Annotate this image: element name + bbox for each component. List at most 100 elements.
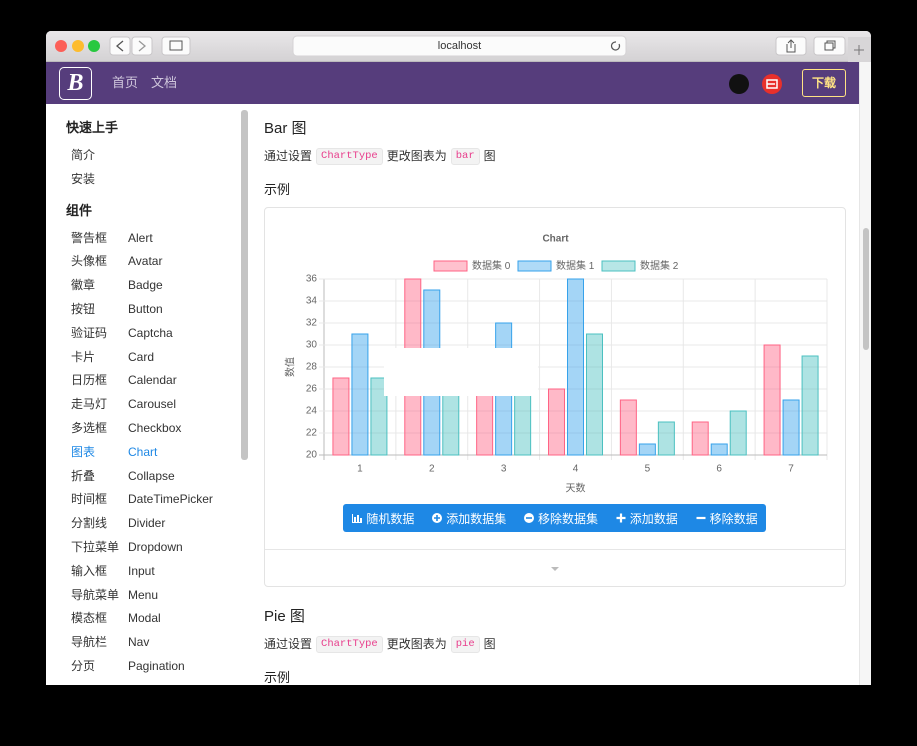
download-button[interactable]: 下载 bbox=[802, 69, 846, 97]
legend-swatch bbox=[433, 260, 468, 272]
y-tick-label: 28 bbox=[306, 362, 318, 373]
sidebar-item[interactable]: 徽章 bbox=[71, 278, 96, 293]
button-label: 随机数据 bbox=[366, 511, 415, 526]
sidebar-item-name[interactable]: Divider bbox=[128, 516, 166, 531]
sidebar-item[interactable]: 验证码 bbox=[71, 325, 108, 340]
sidebar-item[interactable]: 简介 bbox=[71, 148, 96, 162]
bar bbox=[370, 377, 388, 456]
y-tick-label: 30 bbox=[306, 340, 318, 351]
sidebar-item-name[interactable]: DateTimePicker bbox=[128, 492, 213, 507]
sidebar-item-name[interactable]: Button bbox=[128, 302, 163, 316]
sidebar-item[interactable]: 按钮 bbox=[71, 302, 96, 316]
back-button[interactable] bbox=[109, 36, 131, 56]
legend-swatch bbox=[517, 260, 552, 272]
sidebar-item[interactable]: 导航菜单 bbox=[71, 587, 120, 602]
chart-button[interactable]: 添加数据 bbox=[615, 510, 678, 527]
sidebar-item-name[interactable]: Card bbox=[128, 349, 155, 364]
sidebar-item[interactable]: 折叠 bbox=[71, 468, 96, 483]
description-text: 通过设置 bbox=[264, 149, 313, 163]
sidebar-heading: 快速上手 bbox=[66, 120, 119, 135]
sidebar-item-name[interactable]: Captcha bbox=[128, 325, 173, 340]
forward-button[interactable] bbox=[131, 36, 153, 56]
bar bbox=[567, 278, 584, 456]
sidebar-item[interactable]: 警告框 bbox=[71, 230, 108, 245]
sidebar-item[interactable]: 日历框 bbox=[71, 373, 108, 388]
sidebar-button[interactable] bbox=[161, 36, 191, 56]
sidebar-item[interactable]: 卡片 bbox=[71, 349, 96, 364]
title-bar: localhost bbox=[46, 31, 871, 62]
nav-link[interactable]: 首页 bbox=[112, 75, 139, 90]
description-text: 通过设置 bbox=[264, 637, 313, 651]
sidebar-scroll-thumb[interactable] bbox=[241, 110, 248, 460]
sidebar-item-name[interactable]: Alert bbox=[128, 230, 153, 245]
bar bbox=[729, 410, 747, 456]
sidebar-item-name[interactable]: Nav bbox=[128, 635, 150, 650]
description-text: 更改图表为 bbox=[386, 149, 447, 163]
sidebar-item-name[interactable]: Badge bbox=[128, 278, 163, 293]
y-tick-label: 22 bbox=[306, 428, 318, 439]
close-button[interactable] bbox=[55, 40, 67, 52]
sidebar-item[interactable]: 导航栏 bbox=[71, 635, 108, 650]
y-tick-label: 34 bbox=[306, 296, 318, 307]
button-icon bbox=[352, 514, 363, 523]
legend-label: 数据集 1 bbox=[556, 259, 595, 272]
scroll-thumb[interactable] bbox=[863, 228, 869, 350]
logo[interactable]: B bbox=[59, 67, 92, 100]
sidebar-item[interactable]: 模态框 bbox=[71, 611, 108, 626]
github-icon[interactable] bbox=[729, 74, 749, 94]
sidebar-item[interactable]: 安装 bbox=[71, 171, 96, 186]
window-controls bbox=[55, 35, 871, 62]
sidebar-item[interactable]: 图表 bbox=[71, 444, 96, 459]
minimize-button[interactable] bbox=[72, 40, 84, 52]
sidebar-item-name[interactable]: Calendar bbox=[128, 373, 177, 388]
bar bbox=[691, 421, 709, 456]
chart-button[interactable]: 移除数据集 bbox=[523, 510, 598, 527]
y-tick-label: 32 bbox=[306, 318, 318, 329]
sidebar-item-name[interactable]: Menu bbox=[128, 587, 159, 602]
inline-code: ChartType bbox=[316, 147, 383, 165]
nav-link[interactable]: 文档 bbox=[151, 75, 178, 90]
sidebar-item[interactable]: 走马灯 bbox=[71, 397, 108, 412]
sidebar-item[interactable]: 输入框 bbox=[71, 563, 108, 578]
sidebar-item-name[interactable]: Modal bbox=[128, 611, 161, 626]
tabs-button[interactable] bbox=[813, 36, 846, 56]
zoom-button[interactable] bbox=[88, 40, 100, 52]
inline-code: bar bbox=[450, 147, 480, 165]
button-label: 添加数据 bbox=[629, 511, 678, 526]
sidebar-item-name[interactable]: Pagination bbox=[128, 659, 185, 673]
page-scrollbar bbox=[859, 62, 871, 685]
legend-swatch bbox=[601, 260, 636, 272]
navbar: B 下载 首页 文档 bbox=[46, 62, 859, 104]
example-heading: 示例 bbox=[264, 182, 291, 197]
bar bbox=[657, 421, 675, 456]
bar bbox=[710, 443, 728, 456]
description-text: 更改图表为 bbox=[386, 637, 447, 651]
sidebar-item[interactable]: 时间框 bbox=[71, 492, 108, 507]
section-title: Pie 图 bbox=[264, 608, 305, 625]
x-tick-label: 5 bbox=[645, 464, 651, 475]
bar bbox=[782, 399, 800, 456]
expand-caret[interactable] bbox=[551, 567, 561, 573]
description-text: 图 bbox=[483, 637, 496, 651]
inline-code: pie bbox=[450, 635, 480, 653]
sidebar-item[interactable]: 分割线 bbox=[71, 516, 108, 531]
sidebar-item-name[interactable]: Collapse bbox=[128, 468, 175, 483]
sidebar-item-name[interactable]: Checkbox bbox=[128, 421, 182, 435]
bar bbox=[638, 443, 656, 456]
sidebar-item[interactable]: 头像框 bbox=[71, 254, 108, 269]
chart-button[interactable]: 移除数据 bbox=[695, 510, 758, 527]
sidebar-item[interactable]: 多选框 bbox=[71, 421, 108, 435]
card-divider bbox=[265, 549, 845, 550]
sidebar-item-name[interactable]: Dropdown bbox=[128, 540, 183, 554]
sidebar-item-name[interactable]: Chart bbox=[128, 444, 158, 459]
sidebar-item[interactable]: 分页 bbox=[71, 659, 96, 673]
sidebar-item-name[interactable]: Carousel bbox=[128, 397, 177, 412]
button-label: 移除数据集 bbox=[537, 511, 598, 526]
chart-button[interactable]: 随机数据 bbox=[351, 510, 414, 527]
chart-button[interactable]: 添加数据集 bbox=[431, 510, 506, 527]
section-description: 通过设置 ChartType 更改图表为 bar 图 bbox=[264, 146, 496, 166]
sidebar-item-name[interactable]: Input bbox=[128, 563, 155, 578]
sidebar-item[interactable]: 下拉菜单 bbox=[71, 540, 120, 554]
sidebar-item-name[interactable]: Avatar bbox=[128, 254, 163, 269]
address-bar[interactable] bbox=[292, 35, 627, 57]
